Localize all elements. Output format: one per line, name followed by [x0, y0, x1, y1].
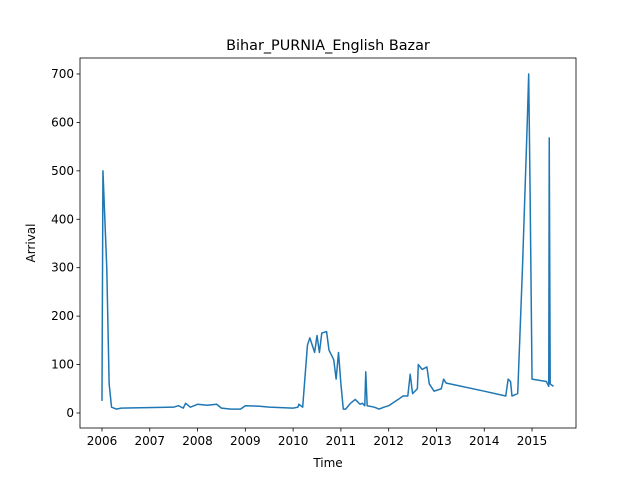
y-tick-label: 200 [51, 309, 74, 323]
x-tick-label: 2015 [517, 434, 548, 448]
y-axis-label: Arrival [24, 224, 38, 263]
y-tick-label: 600 [51, 115, 74, 129]
x-tick-label: 2013 [421, 434, 452, 448]
x-tick-label: 2009 [230, 434, 261, 448]
x-tick-label: 2008 [182, 434, 213, 448]
y-tick-label: 300 [51, 261, 74, 275]
y-tick-label: 700 [51, 67, 74, 81]
data-line [101, 73, 554, 410]
plot-frame [79, 57, 577, 429]
x-tick-label: 2010 [278, 434, 309, 448]
y-tick-label: 400 [51, 212, 74, 226]
x-axis-label: Time [312, 456, 342, 470]
chart-title: Bihar_PURNIA_English Bazar [226, 38, 430, 54]
y-tick-label: 100 [51, 358, 74, 372]
x-tick-label: 2007 [134, 434, 165, 448]
x-tick-label: 2006 [87, 434, 118, 448]
y-tick-label: 0 [66, 406, 74, 420]
x-tick-label: 2011 [326, 434, 357, 448]
x-tick-label: 2014 [469, 434, 500, 448]
y-tick-label: 500 [51, 164, 74, 178]
x-tick-label: 2012 [373, 434, 404, 448]
